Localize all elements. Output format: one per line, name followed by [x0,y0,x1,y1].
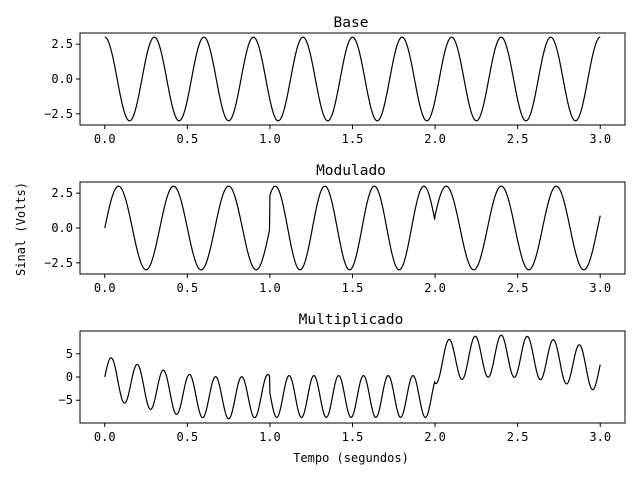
panel-base-xtick-label: 0.5 [177,132,199,146]
panel-base-xtick-label: 1.5 [342,132,364,146]
panel-multiplicado-xtick-label: 0.5 [177,430,199,444]
x-axis-label: Tempo (segundos) [293,451,409,465]
panel-base-title: Base [334,15,369,31]
panel-base-xtick-label: 3.0 [589,132,611,146]
panel-base-ytick-label: 2.5 [51,37,73,51]
panel-multiplicado-ytick-label: 0 [66,370,73,384]
panel-modulado-xtick-label: 2.0 [424,281,446,295]
panel-multiplicado-ticks: 0.0 0.5 1.0 1.5 2.0 2.5 3.0 5 0 −5 [59,347,612,444]
panel-base-signal-line [104,36,601,122]
y-axis-label: Sinal (Volts) [14,182,28,276]
panel-modulado-xtick-label: 0.5 [177,281,199,295]
panel-base-xtick-label: 1.0 [259,132,281,146]
panel-modulado-title: Modulado [316,163,386,179]
panel-multiplicado-ytick-label: 5 [66,347,73,361]
panel-multiplicado-xtick-label: 1.0 [259,430,281,444]
panel-modulado-ytick-label: 2.5 [51,186,73,200]
panel-multiplicado-xtick-label: 0.0 [94,430,116,444]
panel-modulado-xtick-label: 1.5 [342,281,364,295]
panel-multiplicado-xtick-label: 3.0 [589,430,611,444]
panel-multiplicado: Multiplicado 0.0 0.5 1.0 1.5 2.0 2.5 3.0 5 0 −5 [59,312,626,444]
panel-multiplicado-xtick-label: 2.0 [424,430,446,444]
panel-multiplicado-title: Multiplicado [299,312,404,328]
panel-modulado-xtick-label: 1.0 [259,281,281,295]
panel-base-ytick-label: 0.0 [51,72,73,86]
panel-modulado-xtick-label: 2.5 [507,281,529,295]
panel-modulado-xtick-label: 0.0 [94,281,116,295]
panel-multiplicado-frame [79,330,626,424]
panel-base: Base 0.0 0.5 1.0 1.5 2.0 2.5 3.0 2.5 0.0 −2.5 [44,15,626,146]
panel-base-ticks: 0.0 0.5 1.0 1.5 2.0 2.5 3.0 2.5 0.0 −2.5 [44,37,611,146]
panel-modulado-ytick-label: −2.5 [44,256,73,270]
panel-base-xtick-label: 2.5 [507,132,529,146]
panel-base-frame [79,32,626,126]
panel-base-ytick-label: −2.5 [44,107,73,121]
panel-modulado-ticks: 0.0 0.5 1.0 1.5 2.0 2.5 3.0 2.5 0.0 −2.5 [44,186,611,295]
panel-modulado-signal-line [104,185,601,271]
panel-modulado: Modulado 0.0 0.5 1.0 1.5 2.0 2.5 3.0 2.5 0.0 −2.5 [44,163,626,295]
panel-multiplicado-ytick-label: −5 [59,393,73,407]
panel-multiplicado-xtick-label: 1.5 [342,430,364,444]
panel-base-xtick-label: 0.0 [94,132,116,146]
panel-modulado-ytick-label: 0.0 [51,221,73,235]
panel-modulado-xtick-label: 3.0 [589,281,611,295]
panel-multiplicado-xtick-label: 2.5 [507,430,529,444]
panel-modulado-frame [79,181,626,275]
panel-base-xtick-label: 2.0 [424,132,446,146]
panel-multiplicado-signal-line [104,334,601,420]
